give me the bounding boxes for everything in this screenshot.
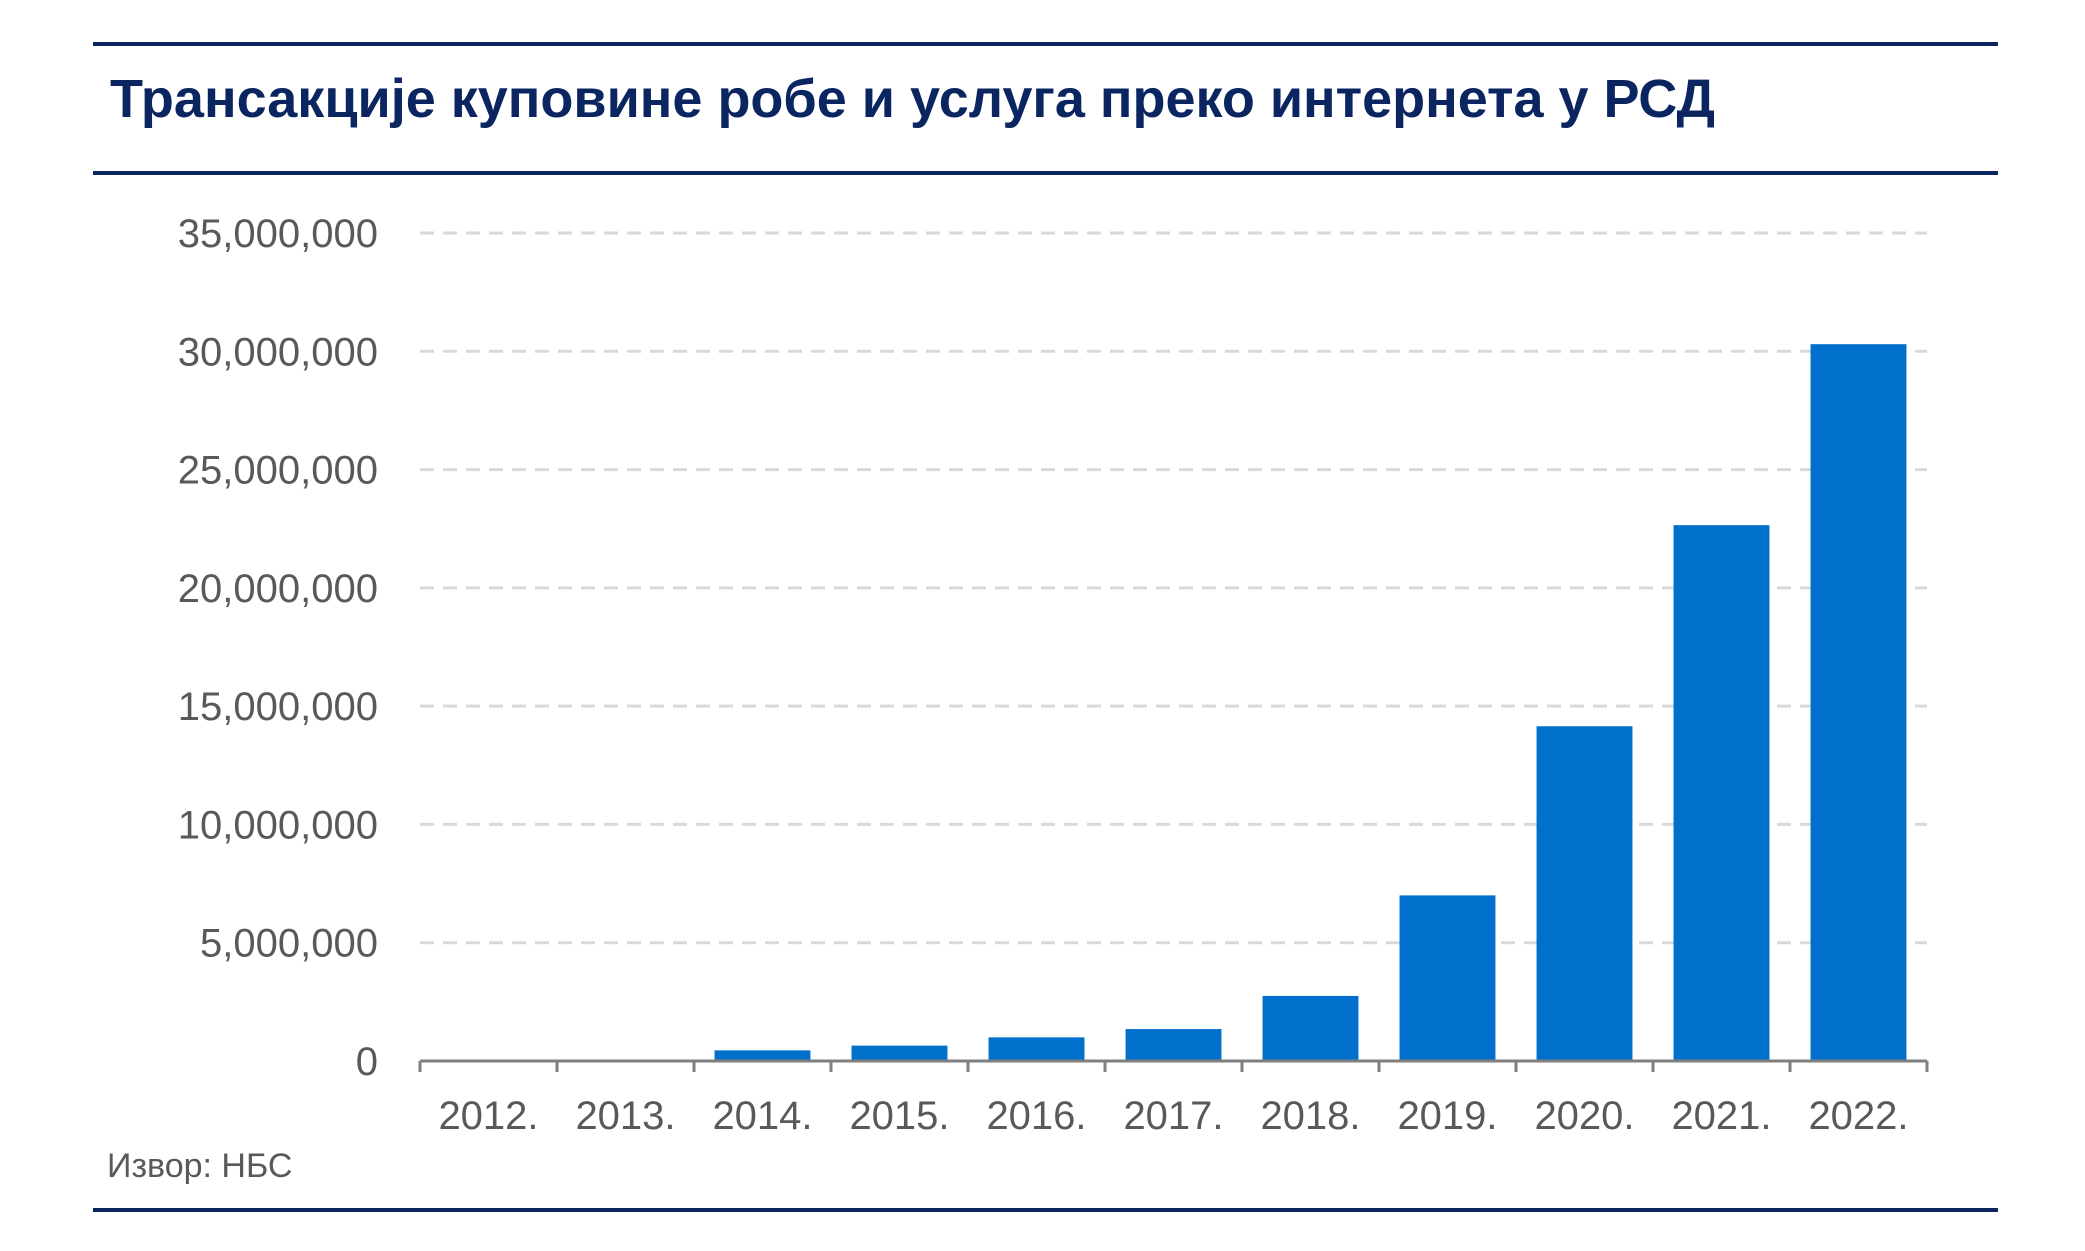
x-tick-label: 2017. — [1123, 1094, 1223, 1138]
x-tick-label: 2018. — [1260, 1094, 1360, 1138]
x-tick-label: 2016. — [986, 1094, 1086, 1138]
x-tick-label: 2019. — [1397, 1094, 1497, 1138]
bar-2019 — [1399, 895, 1496, 1061]
source-note: Извор: НБС — [107, 1147, 293, 1185]
x-tick-label: 2015. — [849, 1094, 949, 1138]
y-tick-label: 15,000,000 — [178, 685, 378, 729]
x-tick-label: 2020. — [1534, 1094, 1634, 1138]
y-tick-label: 5,000,000 — [200, 922, 378, 966]
bar-2020 — [1536, 726, 1633, 1061]
x-tick-label: 2012. — [438, 1094, 538, 1138]
bar-2014 — [714, 1050, 811, 1061]
bar-2022 — [1810, 344, 1907, 1061]
y-tick-label: 30,000,000 — [178, 330, 378, 374]
bar-2017 — [1125, 1029, 1222, 1061]
bar-2018 — [1262, 995, 1359, 1061]
y-tick-label: 0 — [356, 1040, 378, 1084]
bar-2016 — [988, 1037, 1085, 1061]
bottom-rule — [93, 1208, 1998, 1212]
y-tick-label: 35,000,000 — [178, 212, 378, 256]
y-axis-tick-labels: 0 5,000,000 10,000,000 15,000,000 20,000,000… — [178, 212, 378, 1084]
y-tick-label: 20,000,000 — [178, 567, 378, 611]
top-rule — [93, 42, 1998, 46]
bar-2021 — [1673, 525, 1770, 1061]
x-tick-label: 2014. — [712, 1094, 812, 1138]
title-underline-rule — [93, 171, 1998, 175]
x-axis-tick-labels: 2012. 2013. 2014. 2015. 2016. 2017. 2018. 2019.… — [438, 1094, 1908, 1138]
bars — [714, 344, 1907, 1061]
y-tick-label: 10,000,000 — [178, 803, 378, 847]
x-tick-label: 2022. — [1808, 1094, 1908, 1138]
axes — [418, 1059, 1929, 1072]
chart-title: Трансакције куповине робе и услуга преко… — [110, 69, 1715, 129]
bar-2015 — [851, 1045, 948, 1061]
x-tick-label: 2021. — [1671, 1094, 1771, 1138]
x-tick-label: 2013. — [575, 1094, 675, 1138]
y-tick-label: 25,000,000 — [178, 449, 378, 493]
